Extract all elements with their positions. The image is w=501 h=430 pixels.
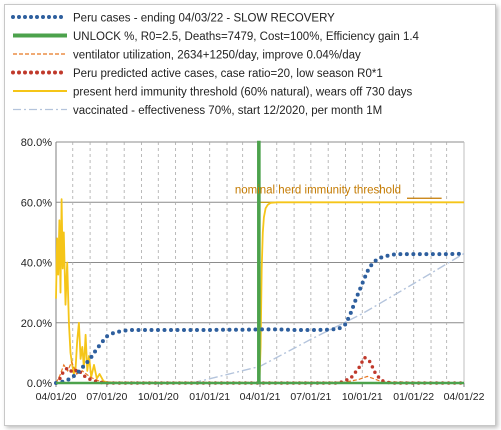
y-tick-label: 20.0% <box>21 318 52 330</box>
chart-frame: Peru cases - ending 04/03/22 - SLOW RECO… <box>4 4 496 426</box>
legend-entry: ventilator utilization, 2634+1250/day, i… <box>73 50 361 62</box>
y-tick-label: 0.0% <box>27 378 52 390</box>
legend-entry: UNLOCK %, R0=2.5, Deaths=7479, Cost=100%… <box>73 31 420 43</box>
x-tick-label: 01/01/21 <box>189 391 230 403</box>
x-tick-label: 04/01/22 <box>444 391 485 403</box>
y-tick-label: 80.0% <box>21 137 52 149</box>
x-tick-label: 04/01/20 <box>36 391 77 403</box>
x-tick-label: 01/01/22 <box>393 391 434 403</box>
legend-entry: vaccinated - effectiveness 70%, start 12… <box>73 105 382 117</box>
herd-annotation: nominal herd immunity threshold <box>235 184 401 196</box>
peru-cases-line <box>54 251 466 385</box>
predicted-active-line <box>54 354 466 385</box>
x-tick-label: 07/01/20 <box>86 391 127 403</box>
y-tick-label: 40.0% <box>21 258 52 270</box>
vaccinated-line <box>192 252 465 384</box>
x-tick-label: 10/01/21 <box>342 391 383 403</box>
legend-entry: Peru predicted active cases, case ratio=… <box>73 68 383 80</box>
plot-area: 0.0% 20.0% 40.0% 60.0% 80.0% 04/01/20 07/01/20… <box>21 137 485 403</box>
legend-entry: present herd immunity threshold (60% nat… <box>73 87 412 99</box>
chart-svg: Peru cases - ending 04/03/22 - SLOW RECO… <box>11 13 485 403</box>
x-tick-label: 10/01/20 <box>138 391 179 403</box>
herd-threshold-line <box>55 198 464 384</box>
legend: Peru cases - ending 04/03/22 - SLOW RECO… <box>11 13 420 117</box>
y-tick-label: 60.0% <box>21 197 52 209</box>
legend-entry: Peru cases - ending 04/03/22 - SLOW RECO… <box>73 13 335 25</box>
x-tick-label: 04/01/21 <box>240 391 281 403</box>
unlock-line <box>56 140 464 385</box>
x-tick-label: 07/01/21 <box>290 391 331 403</box>
